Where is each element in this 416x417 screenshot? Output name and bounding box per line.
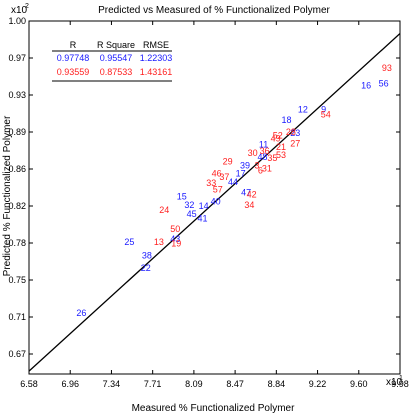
data-point-label: 49 bbox=[271, 134, 281, 144]
data-point-label: 46 bbox=[212, 168, 222, 178]
x-tick-label: 8.09 bbox=[185, 379, 203, 389]
data-point-label: 36 bbox=[260, 146, 270, 156]
data-point-label: 57 bbox=[213, 185, 223, 195]
x-tick-label: 6.96 bbox=[61, 379, 79, 389]
y-tick-label: 0.67 bbox=[8, 349, 26, 359]
data-point-label: 14 bbox=[199, 201, 209, 211]
data-point-label: 42 bbox=[247, 190, 257, 200]
data-point-label: 44 bbox=[228, 177, 238, 187]
y-multiplier: x10 2 bbox=[11, 3, 29, 16]
x-multiplier-exponent: 1 bbox=[399, 375, 403, 382]
data-point-label: 32 bbox=[184, 200, 194, 210]
data-point-label: 43 bbox=[170, 234, 180, 244]
x-tick-label: 7.34 bbox=[103, 379, 121, 389]
x-multiplier-base: x10 bbox=[386, 377, 403, 388]
data-point-label: 33 bbox=[206, 178, 216, 188]
y-tick-label: 0.71 bbox=[8, 312, 26, 322]
data-point-label: 39 bbox=[240, 161, 250, 171]
y-multiplier-base: x10 bbox=[11, 5, 28, 16]
data-point-label: 27 bbox=[290, 138, 300, 148]
data-point-label: 35 bbox=[267, 153, 277, 163]
x-tick-label: 8.47 bbox=[226, 379, 244, 389]
data-point-label: 52 bbox=[273, 131, 283, 141]
data-point-label: 31 bbox=[262, 163, 272, 173]
data-point-label: 22 bbox=[141, 263, 151, 273]
data-point-label: 19 bbox=[171, 239, 181, 249]
x-tick-label: 9.60 bbox=[350, 379, 368, 389]
stats-cell: 0.97748 bbox=[57, 53, 90, 63]
plot-frame bbox=[28, 20, 401, 375]
data-point-label: 40 bbox=[211, 196, 221, 206]
y-tick-label: 1.00 bbox=[8, 16, 26, 26]
data-point-label: 18 bbox=[282, 115, 292, 125]
x-tick-label: 9.22 bbox=[309, 379, 327, 389]
data-point-label: 41 bbox=[197, 214, 207, 224]
data-point-label: 16 bbox=[361, 81, 371, 91]
y-tick-label: 0.89 bbox=[8, 127, 26, 137]
y-tick-label: 0.93 bbox=[8, 90, 26, 100]
x-tick-label: 7.71 bbox=[144, 379, 162, 389]
fit-line bbox=[28, 33, 401, 372]
data-point-label: 21 bbox=[276, 142, 286, 152]
data-point-label: 38 bbox=[142, 250, 152, 260]
data-point-label: 24 bbox=[159, 205, 169, 215]
data-point-label: 28 bbox=[286, 127, 296, 137]
data-point-label: 6 bbox=[258, 165, 263, 175]
stats-cell: 0.87533 bbox=[100, 67, 133, 77]
stats-cell: 0.95547 bbox=[100, 53, 133, 63]
data-point-label: 50 bbox=[170, 224, 180, 234]
x-tick-label: 9.98 bbox=[391, 379, 409, 389]
data-point-label: 12 bbox=[298, 105, 308, 115]
data-point-label: 56 bbox=[379, 79, 389, 89]
data-point-label: 37 bbox=[219, 172, 229, 182]
data-point-label: 11 bbox=[259, 139, 268, 149]
data-point-label: 47 bbox=[241, 188, 251, 198]
stats-header: R bbox=[70, 40, 77, 50]
data-point-label: 30 bbox=[248, 148, 258, 158]
data-point-label: 54 bbox=[321, 109, 331, 119]
x-tick-label: 6.58 bbox=[20, 379, 38, 389]
fit-line-group bbox=[28, 33, 401, 372]
data-point-label: 15 bbox=[177, 191, 187, 201]
data-point-label: 3 bbox=[255, 161, 260, 171]
stats-cell: 1.22303 bbox=[140, 53, 173, 63]
x-axis-label: Measured % Functionalized Polymer bbox=[132, 403, 296, 414]
y-tick-label: 0.86 bbox=[8, 164, 26, 174]
y-tick-label: 0.75 bbox=[8, 275, 26, 285]
data-point-label: 45 bbox=[187, 209, 197, 219]
data-point-label: 25 bbox=[124, 237, 134, 247]
axes: 6.58 6.96 7.34 7.71 8.09 8.47 8.84 9.22 9.60 9.98… bbox=[8, 16, 408, 389]
y-tick-label: 0.78 bbox=[8, 238, 26, 248]
data-point-label: 9 bbox=[321, 105, 326, 115]
data-point-label: 26 bbox=[76, 308, 86, 318]
stats-cell: 0.93559 bbox=[57, 67, 90, 77]
y-multiplier-exponent: 2 bbox=[25, 3, 29, 10]
data-point-label: 93 bbox=[382, 63, 392, 73]
data-point-label: 29 bbox=[223, 157, 233, 167]
stats-table: R R Square RMSE 0.97748 0.95547 1.22303 0.9355… bbox=[52, 40, 173, 82]
stats-cell: 1.43161 bbox=[140, 67, 173, 77]
chart-title: Predicted vs Measured of % Functionalize… bbox=[98, 5, 330, 16]
x-tick-label: 8.84 bbox=[268, 379, 286, 389]
y-axis-label: Predicted % Functionalized Polymer bbox=[2, 115, 13, 276]
data-point-label: 48 bbox=[258, 152, 268, 162]
data-point-label: 53 bbox=[276, 150, 286, 160]
stats-header: R Square bbox=[97, 40, 135, 50]
data-point-label: 17 bbox=[236, 168, 246, 178]
y-tick-label: 0.82 bbox=[8, 201, 26, 211]
y-tick-label: 0.97 bbox=[8, 53, 26, 63]
x-multiplier: x10 1 bbox=[386, 375, 403, 388]
stats-header: RMSE bbox=[143, 40, 169, 50]
data-point-label: 13 bbox=[154, 237, 164, 247]
data-point-label: 23 bbox=[290, 128, 300, 138]
data-point-label: 34 bbox=[244, 200, 254, 210]
